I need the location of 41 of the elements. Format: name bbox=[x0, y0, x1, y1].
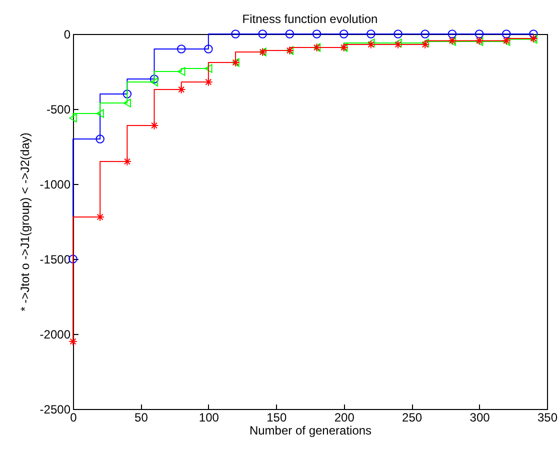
x-tick-label: 100 bbox=[198, 410, 220, 424]
x-tick-label: 250 bbox=[402, 410, 422, 424]
point bbox=[420, 30, 430, 38]
y-axis-title: * ->Jtot o ->J1(group) < ->J2(day) bbox=[18, 132, 32, 312]
point bbox=[204, 64, 212, 73]
point bbox=[177, 67, 186, 76]
x-tick-label: 200 bbox=[334, 410, 355, 424]
point bbox=[339, 30, 348, 38]
y-tick-label: -500 bbox=[46, 102, 71, 116]
point bbox=[366, 30, 376, 38]
y-tick-label: 0 bbox=[64, 28, 71, 42]
point bbox=[122, 90, 132, 98]
point bbox=[285, 30, 294, 38]
point bbox=[394, 30, 402, 38]
point bbox=[204, 44, 213, 54]
chart-title: Fitness function evolution bbox=[242, 12, 378, 26]
x-tick-label: 50 bbox=[134, 410, 148, 424]
point bbox=[204, 78, 213, 86]
point bbox=[96, 134, 104, 144]
point bbox=[312, 30, 322, 38]
y-tick-label: -2500 bbox=[40, 402, 71, 416]
x-axis-title: Number of generations bbox=[249, 424, 372, 438]
point bbox=[150, 74, 159, 84]
point bbox=[231, 30, 240, 38]
point bbox=[68, 337, 78, 346]
point bbox=[69, 114, 77, 122]
point bbox=[150, 78, 158, 86]
point bbox=[123, 98, 132, 108]
point bbox=[448, 30, 457, 38]
point bbox=[502, 30, 511, 38]
x-tick-label: 300 bbox=[470, 410, 490, 424]
y-tick-label: -2000 bbox=[40, 328, 71, 342]
y-tick-label: -1500 bbox=[40, 252, 71, 266]
x-tick-label: 150 bbox=[266, 410, 287, 424]
point bbox=[176, 44, 186, 54]
y-tick-label: -1000 bbox=[40, 178, 71, 192]
point bbox=[474, 30, 484, 38]
x-tick-label: 350 bbox=[537, 410, 558, 424]
point bbox=[96, 109, 104, 118]
point bbox=[529, 30, 538, 38]
point bbox=[258, 30, 267, 38]
